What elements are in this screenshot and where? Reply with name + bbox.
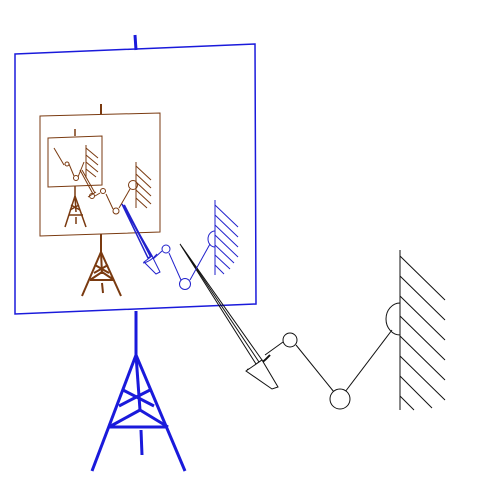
easel-middle-tripod (81, 251, 122, 297)
arm-middle (121, 200, 239, 290)
easel-middle-canvas (39, 112, 161, 237)
arm-outer-wrist-joint (282, 332, 298, 348)
arm-outer-shoulder-joint (385, 302, 401, 336)
easel-outer-canvas (14, 43, 257, 315)
easel-outer (14, 34, 257, 472)
arm-outer-lower-link (295, 344, 335, 393)
easel-inner-canvas (47, 135, 103, 188)
arm-inner (79, 162, 152, 215)
arm-outer-upper-link (344, 329, 393, 393)
hatched-wall-inner (135, 162, 152, 209)
hatched-wall-outer (399, 250, 446, 411)
easel-outer-top-peg (133, 34, 138, 51)
sword-outer-icon (179, 243, 279, 390)
easel-inner-tripod (64, 195, 87, 228)
sword-inner-icon (79, 169, 97, 198)
arm-outer (179, 243, 446, 411)
easel-inner (47, 129, 103, 228)
easel-middle (39, 104, 161, 297)
hatched-wall-middle (214, 200, 239, 275)
arm-outer-elbow-joint (329, 388, 351, 410)
easel-outer-tripod (90, 354, 187, 472)
arm-outer-wrist-link (264, 341, 284, 356)
arm-innermost (53, 145, 99, 181)
sword-middle-icon (121, 203, 161, 275)
